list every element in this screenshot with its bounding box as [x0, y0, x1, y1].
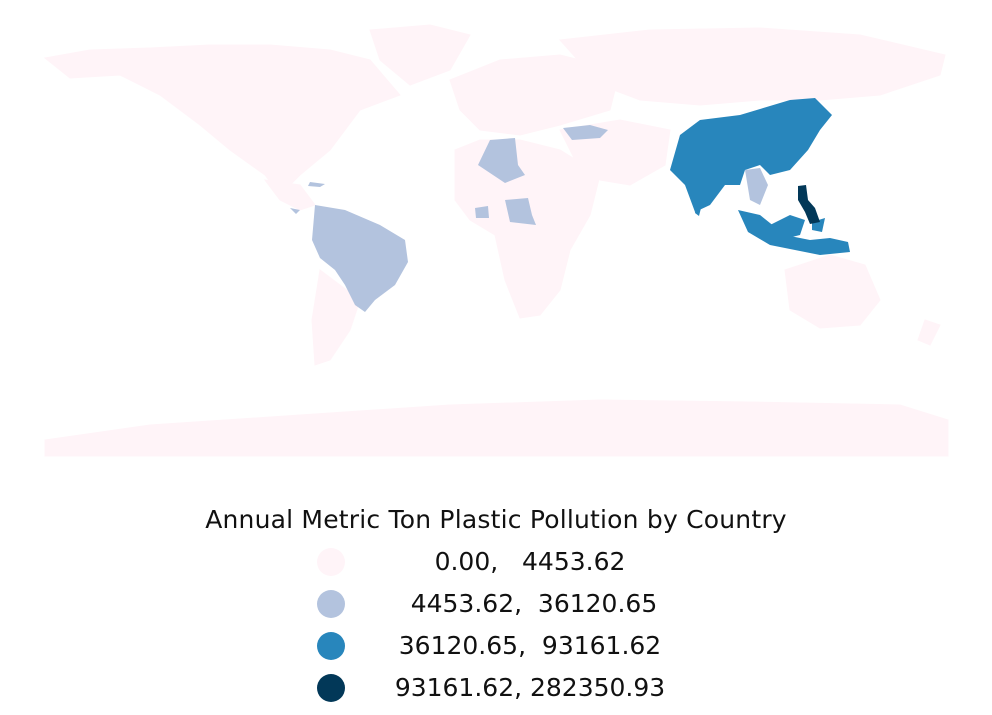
legend-title: Annual Metric Ton Plastic Pollution by C… — [205, 505, 787, 534]
legend-swatch-class-4 — [317, 674, 345, 702]
west-africa-shape — [475, 206, 489, 218]
borneo-shape — [770, 215, 805, 240]
north-america-shape — [43, 44, 401, 196]
legend-label: 0.00, 4453.62 — [434, 547, 626, 576]
thailand-shape — [745, 168, 768, 205]
legend-label: 93161.62, 282350.93 — [394, 673, 666, 702]
land-low-class — [43, 24, 949, 457]
legend-label: 4453.62, 36120.65 — [402, 589, 658, 618]
brazil-shape — [312, 205, 408, 312]
australia-shape — [784, 254, 881, 329]
indonesia-shape — [738, 210, 850, 255]
legend-entry: 0.00, 4453.62 — [0, 542, 992, 582]
legend-entry: 93161.62, 282350.93 — [0, 668, 992, 708]
legend-swatch-class-2 — [317, 590, 345, 618]
legend-swatch-class-3 — [317, 632, 345, 660]
antarctica-shape — [44, 399, 949, 457]
caribbean-island-shape — [290, 208, 300, 214]
algeria-shape — [478, 138, 525, 183]
land-class-2 — [290, 125, 768, 312]
asia-high-shape — [670, 98, 832, 212]
new-zealand-shape — [917, 319, 941, 346]
legend-entry: 4453.62, 36120.65 — [0, 584, 992, 624]
central-america-shape — [263, 179, 316, 211]
world-choropleth-map — [43, 24, 949, 457]
north-asia-shape — [558, 27, 946, 106]
greenland-shape — [369, 24, 471, 86]
africa-shape — [454, 139, 601, 319]
turkey-shape — [563, 125, 608, 140]
europe-shape — [449, 54, 621, 136]
philippines-shape — [798, 185, 820, 224]
cuba-shape — [308, 182, 325, 187]
land-class-4 — [798, 185, 820, 224]
legend-label: 36120.65, 93161.62 — [398, 631, 662, 660]
sri-lanka-shape — [695, 206, 701, 216]
legend-swatch-class-1 — [317, 548, 345, 576]
nigeria-shape — [505, 198, 536, 225]
legend-entry: 36120.65, 93161.62 — [0, 626, 992, 666]
